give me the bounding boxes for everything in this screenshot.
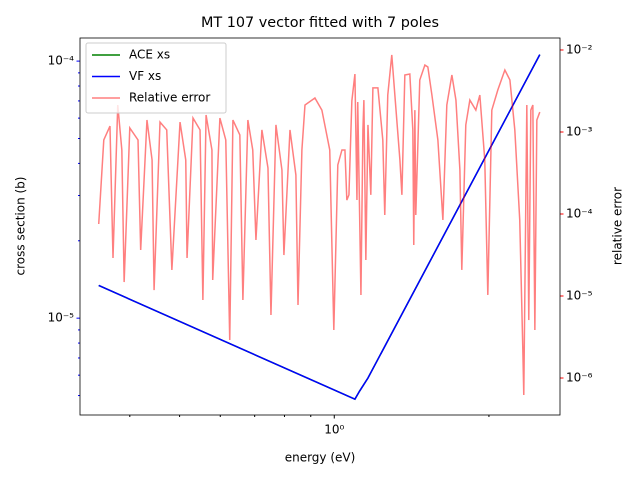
- x-axis-label: energy (eV): [285, 451, 356, 465]
- x-tick-label: 10⁰: [324, 423, 344, 437]
- y2-tick-label: 10⁻²: [566, 42, 593, 56]
- plot-frame: [79, 37, 561, 416]
- y-tick-label: 10⁻⁵: [48, 311, 75, 325]
- y-axis-label: cross section (b): [14, 177, 28, 276]
- legend-label: ACE xs: [129, 48, 170, 62]
- legend-label: Relative error: [129, 91, 210, 105]
- chart-title: MT 107 vector fitted with 7 poles: [201, 15, 439, 31]
- y2-axis-label: relative error: [611, 187, 625, 265]
- legend-label: VF xs: [129, 69, 161, 83]
- y2-tick-label: 10⁻⁵: [566, 289, 593, 303]
- y2-tick-label: 10⁻⁶: [566, 371, 593, 385]
- y-tick-label: 10⁻⁴: [48, 54, 75, 68]
- y2-tick-label: 10⁻³: [566, 124, 593, 138]
- series-line: [97, 54, 541, 395]
- series-line: [98, 54, 541, 401]
- legend-box: [85, 42, 227, 114]
- y2-tick-label: 10⁻⁴: [566, 206, 593, 220]
